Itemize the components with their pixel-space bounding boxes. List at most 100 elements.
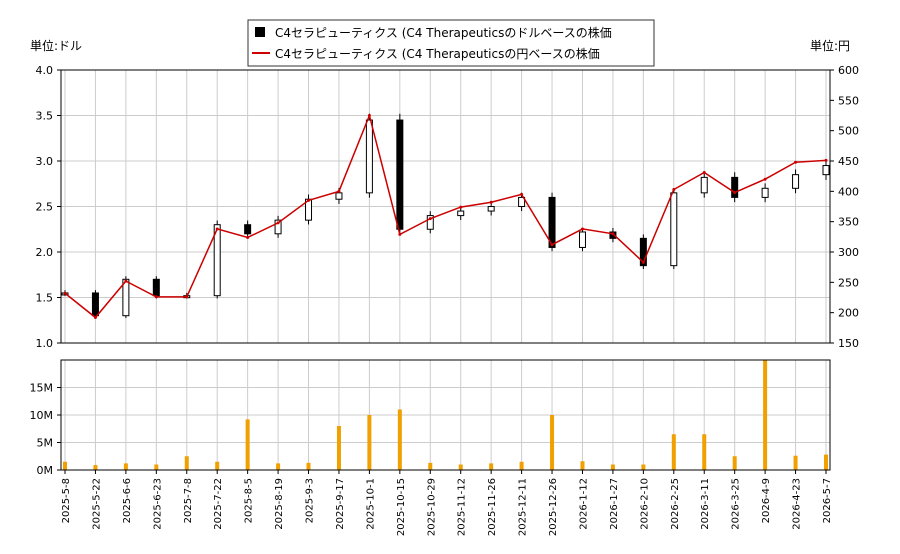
x-tick-label: 2026-2-25 [670,478,681,530]
jpy-point [794,160,798,164]
usd-candle [396,119,404,230]
jpy-point [337,189,341,193]
volume-bar [610,464,615,470]
x-tick-label: 2025-11-12 [457,478,468,536]
x-tick-label: 2025-11-26 [487,478,498,536]
x-tick-label: 2025-10-15 [396,478,407,536]
right-tick-label: 500 [838,125,859,138]
jpy-point [215,227,219,231]
jpy-point [459,205,463,209]
usd-candle [274,219,282,235]
right-tick-label: 350 [838,216,859,229]
jpy-point [367,114,371,117]
price-grid [61,69,830,344]
x-tick-label: 2025-9-3 [305,478,316,523]
usd-candle [792,174,800,189]
right-tick-label: 400 [838,185,859,198]
jpy-point [276,221,280,225]
volume-bar [671,434,676,470]
usd-candle [822,165,830,176]
volume-bar [63,461,67,470]
right-tick-label: 450 [838,155,859,168]
volume-bars [63,360,828,470]
x-tick-label: 2025-7-22 [213,478,224,530]
volume-bar [336,426,341,470]
legend: C4セラピューティクス (C4 Therapeuticsのドルベースの株価 C4… [247,19,655,67]
jpy-point [824,158,828,162]
x-tick-label: 2025-8-19 [274,478,285,530]
volume-bar [93,465,98,470]
volume-bar [123,463,128,470]
jpy-point [550,243,554,247]
volume-tick-label: 15M [30,382,54,395]
volume-bar [580,461,585,470]
x-tick-label: 2025-12-26 [548,478,559,536]
x-axis: 2025-5-8 2025-5-22 2025-6-6 2025-6-23 2025-7… [61,470,833,536]
jpy-point [763,177,767,181]
usd-candle [761,187,769,198]
usd-candle [426,215,434,230]
usd-candle [244,224,252,235]
right-tick-label: 150 [838,337,859,350]
right-tick-label: 250 [838,276,859,289]
jpy-point [185,295,189,299]
x-tick-label: 2026-3-25 [731,478,742,530]
usd-candle [213,224,221,297]
usd-candle [365,119,373,194]
left-tick-label: 1.5 [36,292,54,305]
volume-bar [458,464,463,470]
legend-jpy-label: C4セラピューティクス (C4 Therapeuticsの円ベースの株価 [275,46,600,61]
right-tick-label: 300 [838,246,859,259]
legend-usd-label: C4セラピューティクス (C4 Therapeuticsのドルベースの株価 [275,25,612,40]
jpy-point [398,232,402,236]
volume-bar [367,415,372,470]
left-tick-label: 2.5 [36,201,54,214]
usd-candle [639,237,647,267]
x-tick-label: 2025-7-8 [183,478,194,523]
left-tick-label: 3.5 [36,110,54,123]
jpy-point [93,316,97,320]
right-tick-label: 550 [838,94,859,107]
usd-candle [548,196,556,248]
left-tick-label: 2.0 [36,246,54,259]
x-tick-label: 2025-6-6 [122,478,133,523]
jpy-point [611,232,615,236]
usd-candle [335,192,343,200]
jpy-series-line [64,113,827,319]
right-axis-unit: 単位:円 [810,38,850,53]
x-tick-label: 2025-9-17 [335,478,346,530]
usd-candle [122,278,130,317]
x-tick-label: 2025-8-5 [244,478,255,523]
usd-candle [518,196,526,207]
jpy-point [246,235,250,239]
x-tick-label: 2026-1-12 [578,478,589,530]
x-tick-label: 2025-5-8 [61,478,72,523]
volume-tick-label: 0M [37,464,54,477]
jpy-point [307,198,311,202]
usd-candle [487,206,495,212]
volume-bar [763,360,768,470]
volume-bar [245,419,250,470]
x-tick-label: 2026-4-9 [761,478,772,523]
volume-bar [824,454,828,470]
jpy-point [124,279,128,283]
jpy-point [428,217,432,221]
volume-bar [702,434,707,470]
x-tick-label: 2025-12-11 [518,478,529,536]
volume-y-axis: 0M 5M 10M 15M [30,382,61,477]
x-tick-label: 2025-6-23 [152,478,163,530]
x-tick-label: 2026-4-23 [792,478,803,530]
left-y-axis: 1.0 1.5 2.0 2.5 3.0 3.5 4.0 [36,64,61,350]
right-tick-label: 600 [838,64,859,77]
usd-candle [457,210,465,217]
volume-bar [732,456,737,470]
usd-candle [91,292,99,317]
x-tick-label: 2025-10-1 [365,478,376,530]
volume-tick-label: 5M [37,437,54,450]
left-tick-label: 1.0 [36,337,54,350]
left-tick-label: 3.0 [36,155,54,168]
volume-bar [276,463,281,470]
jpy-point [702,171,706,175]
